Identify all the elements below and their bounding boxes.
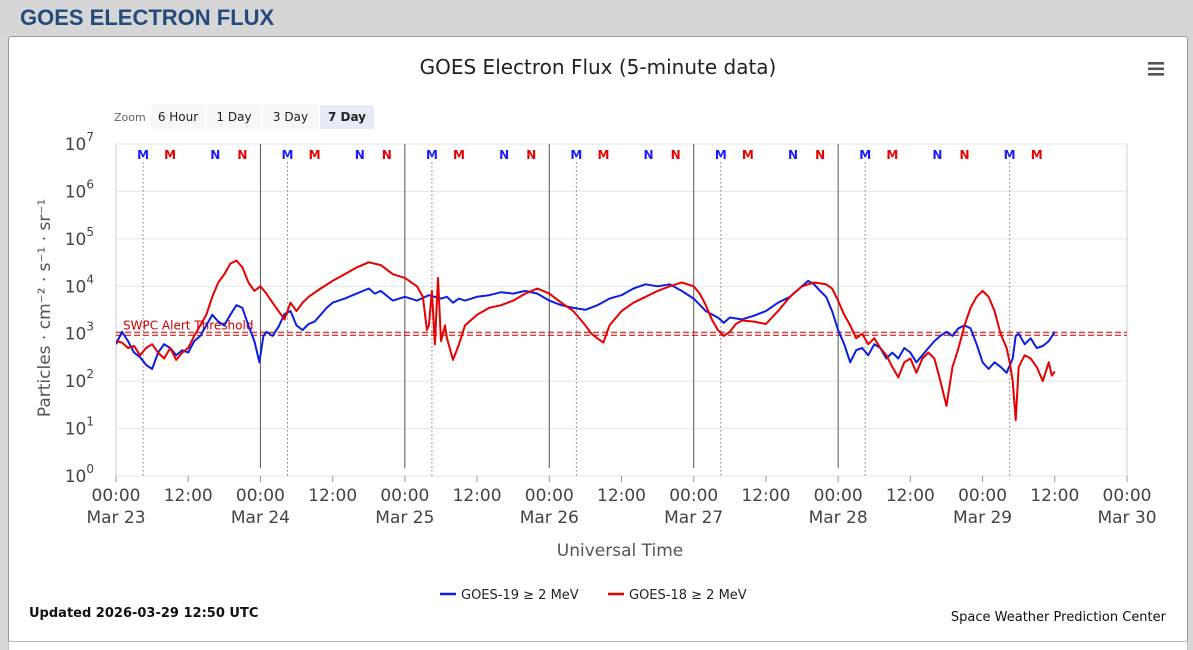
hamburger-menu-icon[interactable] bbox=[1144, 56, 1168, 80]
zoom-button[interactable]: 7 Day bbox=[320, 105, 374, 129]
x-tick-label: 12:00 bbox=[597, 486, 646, 506]
marker-label: M bbox=[715, 148, 727, 162]
marker-label: M bbox=[570, 148, 582, 162]
y-tick-label: 103 bbox=[65, 320, 94, 345]
x-tick-label: 00:00 bbox=[380, 486, 429, 506]
zoom-button[interactable]: 6 Hour bbox=[151, 105, 205, 129]
x-tick-label: 00:00 bbox=[814, 486, 863, 506]
zoom-button-label: 7 Day bbox=[328, 110, 366, 124]
y-tick-label: 104 bbox=[65, 272, 94, 297]
marker-label: M bbox=[742, 148, 754, 162]
marker-label: N bbox=[932, 148, 942, 162]
x-tick-label: 00:00 bbox=[958, 486, 1007, 506]
x-tick-label: 00:00 bbox=[1103, 486, 1152, 506]
series-line bbox=[116, 259, 1056, 422]
marker-label: N bbox=[644, 148, 654, 162]
marker-label: M bbox=[137, 148, 149, 162]
x-tick-date: Mar 24 bbox=[231, 508, 290, 528]
x-tick-date: Mar 23 bbox=[86, 508, 145, 528]
x-tick-label: 12:00 bbox=[453, 486, 502, 506]
y-axis-ticks: 100 101 102 103 104 105 106 107 bbox=[65, 130, 94, 487]
marker-label: M bbox=[859, 148, 871, 162]
marker-label: N bbox=[959, 148, 969, 162]
marker-label: N bbox=[788, 148, 798, 162]
x-tick-label: 12:00 bbox=[886, 486, 935, 506]
zoom-buttons: 6 Hour 1 Day 3 Day 7 Day bbox=[151, 105, 374, 129]
legend-label: GOES-18 ≥ 2 MeV bbox=[629, 588, 747, 603]
x-tick-date: Mar 29 bbox=[953, 508, 1012, 528]
marker-label: M bbox=[1031, 148, 1043, 162]
zoom-button[interactable]: 3 Day bbox=[263, 105, 318, 129]
zoom-button-label: 1 Day bbox=[216, 110, 251, 124]
zoom-button-bg bbox=[263, 105, 318, 129]
marker-label: M bbox=[886, 148, 898, 162]
next-panel-edge bbox=[8, 641, 1188, 650]
marker-label: N bbox=[526, 148, 536, 162]
x-tick-label: 00:00 bbox=[236, 486, 285, 506]
marker-label: M bbox=[282, 148, 294, 162]
marker-label: M bbox=[309, 148, 321, 162]
updated-timestamp: Updated 2026-03-29 12:50 UTC bbox=[29, 606, 258, 621]
x-tick-date: Mar 30 bbox=[1097, 508, 1156, 528]
marker-label: N bbox=[499, 148, 509, 162]
chart-title: GOES Electron Flux (5-minute data) bbox=[420, 55, 777, 79]
y-axis-title: Particles · cm⁻² · s⁻¹ · sr⁻¹ bbox=[35, 199, 55, 417]
marker-label: N bbox=[382, 148, 392, 162]
x-tick-date: Mar 25 bbox=[375, 508, 434, 528]
zoom-button-label: 6 Hour bbox=[158, 110, 198, 124]
series-layer bbox=[116, 259, 1056, 422]
zoom-button-bg bbox=[151, 105, 205, 129]
legend-item[interactable]: GOES-19 ≥ 2 MeV bbox=[440, 588, 579, 603]
y-tick-label: 102 bbox=[65, 367, 94, 392]
x-tick-label: 00:00 bbox=[669, 486, 718, 506]
zoom-button-bg bbox=[207, 105, 261, 129]
x-tick-label: 00:00 bbox=[525, 486, 574, 506]
x-tick-label: 12:00 bbox=[741, 486, 790, 506]
series-line bbox=[116, 279, 1056, 374]
x-tick-label: 12:00 bbox=[308, 486, 357, 506]
page-header: GOES ELECTRON FLUX bbox=[0, 0, 1193, 34]
zoom-button[interactable]: 1 Day bbox=[207, 105, 261, 129]
zoom-label: Zoom bbox=[114, 111, 146, 124]
marker-label: N bbox=[210, 148, 220, 162]
x-tick-date: Mar 27 bbox=[664, 508, 723, 528]
marker-label: N bbox=[815, 148, 825, 162]
x-tick-label: 12:00 bbox=[1030, 486, 1079, 506]
zoom-button-label: 3 Day bbox=[273, 110, 308, 124]
x-tick-label: 00:00 bbox=[92, 486, 141, 506]
legend: GOES-19 ≥ 2 MeV GOES-18 ≥ 2 MeV bbox=[440, 588, 747, 603]
marker-label: N bbox=[355, 148, 365, 162]
x-axis-title: Universal Time bbox=[557, 541, 683, 561]
y-tick-label: 100 bbox=[65, 462, 94, 487]
legend-item[interactable]: GOES-18 ≥ 2 MeV bbox=[608, 588, 747, 603]
x-tick-label: 12:00 bbox=[164, 486, 213, 506]
day-boundary-lines bbox=[259, 144, 839, 468]
y-tick-label: 107 bbox=[65, 130, 94, 155]
x-tick-date: Mar 28 bbox=[809, 508, 868, 528]
marker-label: M bbox=[426, 148, 438, 162]
marker-label: M bbox=[164, 148, 176, 162]
page-heading: GOES ELECTRON FLUX bbox=[20, 5, 275, 30]
marker-label: M bbox=[1004, 148, 1016, 162]
y-tick-label: 106 bbox=[65, 177, 94, 202]
marker-label: N bbox=[237, 148, 247, 162]
marker-label: M bbox=[453, 148, 465, 162]
y-tick-label: 105 bbox=[65, 225, 94, 250]
y-tick-label: 101 bbox=[65, 415, 94, 440]
credit-text: Space Weather Prediction Center bbox=[951, 610, 1167, 625]
marker-label: N bbox=[671, 148, 681, 162]
threshold-label: SWPC Alert Threshold bbox=[123, 319, 253, 333]
legend-label: GOES-19 ≥ 2 MeV bbox=[461, 588, 579, 603]
zoom-button-bg bbox=[320, 105, 374, 129]
marker-label: M bbox=[597, 148, 609, 162]
x-tick-date: Mar 26 bbox=[520, 508, 579, 528]
